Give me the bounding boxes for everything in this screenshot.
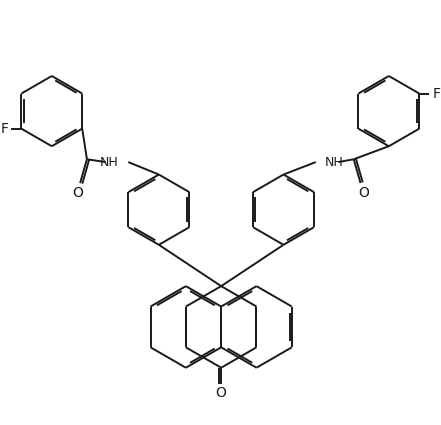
Text: O: O: [216, 386, 227, 400]
Text: O: O: [358, 186, 369, 200]
Text: F: F: [432, 87, 440, 101]
Text: NH: NH: [324, 156, 343, 169]
Text: NH: NH: [99, 156, 118, 169]
Text: O: O: [72, 186, 83, 200]
Text: F: F: [0, 122, 8, 136]
